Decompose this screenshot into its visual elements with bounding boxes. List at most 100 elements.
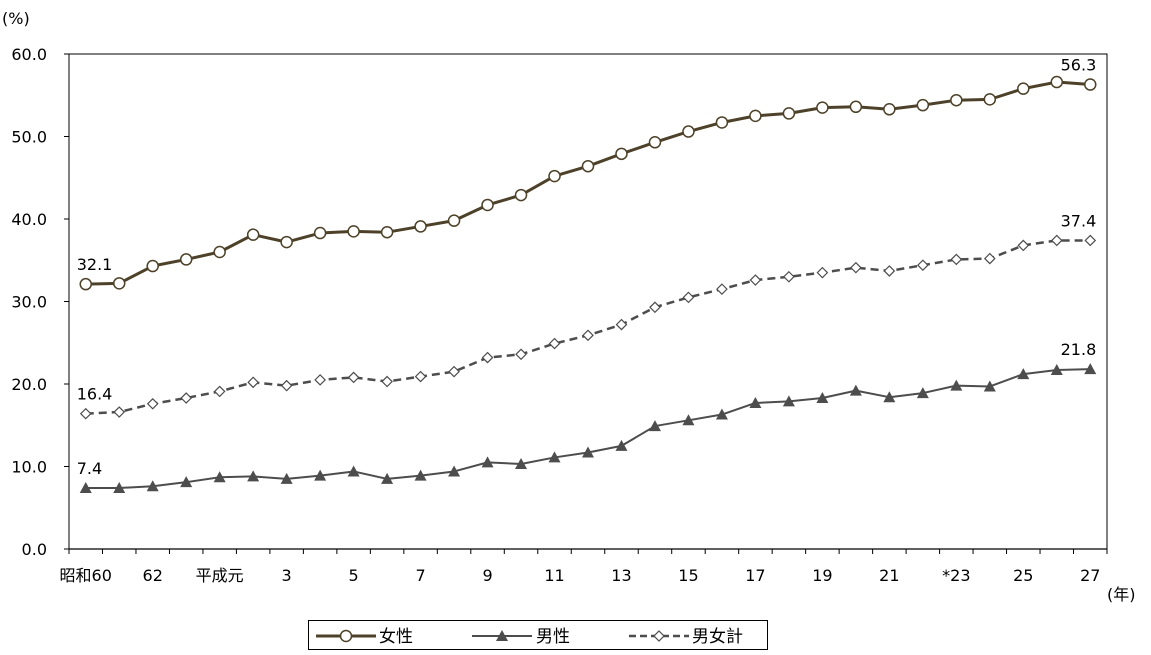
- data-point-female: [849, 100, 863, 114]
- data-point-total: [1050, 234, 1063, 247]
- data-point-female: [715, 116, 729, 129]
- x-tick-label: 9: [482, 566, 492, 585]
- x-tick-label: 21: [879, 566, 899, 585]
- y-tick-label: 30.0: [11, 293, 47, 312]
- data-point-male: [314, 469, 327, 481]
- data-point-female: [983, 93, 997, 106]
- data-point-total: [950, 253, 963, 266]
- data-point-male: [782, 395, 795, 407]
- data-point-female: [682, 125, 695, 138]
- data-point-male: [1084, 363, 1097, 375]
- data-point-female: [615, 147, 628, 161]
- data-point-male: [481, 456, 494, 468]
- data-point-male: [849, 384, 862, 396]
- series-male: [79, 363, 1097, 493]
- y-tick-label: 50.0: [11, 128, 47, 147]
- x-axis-unit-label: (年): [1107, 585, 1136, 604]
- data-point-male: [615, 439, 628, 451]
- data-point-total: [548, 337, 561, 350]
- series-layer: [79, 75, 1097, 493]
- x-tick-label: 19: [812, 566, 832, 585]
- data-point-female: [280, 235, 293, 249]
- x-tick-label: 27: [1080, 566, 1100, 585]
- legend-male-marker-icon: [496, 630, 508, 641]
- data-point-total: [816, 266, 829, 279]
- data-point-total: [883, 265, 896, 277]
- plot-frame: [68, 53, 1108, 550]
- data-point-female: [313, 226, 327, 240]
- data-point-male: [448, 465, 461, 477]
- data-point-male: [548, 451, 561, 463]
- x-tick-labels: 昭和60 62 平成元 3 5 7 9 11 13 15 17 19 21 *23 25 27: [60, 566, 1101, 585]
- x-tick-label: 25: [1013, 566, 1033, 585]
- data-point-male: [381, 472, 394, 484]
- y-tick-labels: 0.0 10.0 20.0 30.0 40.0 50.0 60.0: [11, 45, 47, 559]
- data-label: 7.4: [77, 459, 102, 478]
- data-point-total: [1084, 234, 1097, 247]
- data-point-male: [582, 446, 594, 458]
- x-tick-label: 昭和60: [60, 566, 112, 585]
- data-point-male: [950, 379, 963, 391]
- x-tick-label: 11: [544, 566, 564, 585]
- data-point-male: [146, 480, 159, 492]
- data-point-total: [314, 374, 326, 386]
- data-point-total: [615, 318, 628, 331]
- data-point-total: [983, 252, 996, 265]
- data-point-total: [1017, 239, 1030, 252]
- data-point-total: [850, 261, 862, 274]
- data-point-total: [247, 376, 260, 389]
- data-point-total: [146, 397, 159, 410]
- data-point-total: [414, 370, 427, 383]
- legend-item-total: 男女計: [629, 627, 743, 647]
- series-line-male: [85, 368, 1091, 489]
- data-point-female: [380, 225, 394, 239]
- x-tick-label: 17: [745, 566, 765, 585]
- series-female: [79, 75, 1097, 291]
- data-point-male: [816, 392, 829, 404]
- x-tick-label: 15: [678, 566, 698, 585]
- data-point-total: [448, 365, 460, 378]
- data-point-female: [179, 253, 193, 266]
- data-point-female: [1017, 82, 1030, 95]
- data-point-total: [649, 301, 661, 314]
- data-point-total: [682, 291, 695, 304]
- data-point-total: [481, 351, 494, 364]
- data-point-female: [782, 107, 796, 120]
- data-point-female: [246, 228, 260, 241]
- y-tick-label: 20.0: [11, 375, 47, 394]
- data-label: 56.3: [1061, 56, 1097, 75]
- data-point-male: [414, 469, 427, 481]
- data-point-total: [347, 371, 360, 384]
- series-total: [79, 234, 1097, 420]
- legend-male-label: 男性: [536, 627, 570, 647]
- data-point-female: [447, 214, 461, 227]
- data-point-female: [916, 98, 930, 112]
- data-point-male: [1017, 368, 1030, 380]
- data-point-male: [247, 470, 260, 482]
- data-point-total: [180, 392, 193, 404]
- data-point-male: [983, 380, 996, 392]
- data-label: 37.4: [1061, 211, 1097, 230]
- legend-female-marker-icon: [339, 629, 353, 643]
- y-tick-label: 40.0: [11, 210, 47, 229]
- legend-item-male: 男性: [472, 627, 570, 647]
- data-point-female: [112, 277, 126, 290]
- data-point-male: [280, 472, 293, 484]
- data-point-female: [414, 220, 427, 233]
- data-point-total: [280, 379, 293, 392]
- data-point-male: [749, 396, 762, 408]
- data-point-female: [1050, 75, 1064, 89]
- legend-item-female: 女性: [316, 627, 413, 647]
- data-point-total: [716, 283, 728, 295]
- data-point-male: [682, 414, 695, 426]
- data-point-female: [950, 93, 963, 107]
- data-point-male: [1050, 363, 1063, 375]
- data-point-female: [883, 103, 896, 116]
- legend-total-label: 男女計: [692, 627, 743, 647]
- y-tick-label: 60.0: [11, 45, 47, 64]
- data-point-male: [715, 408, 728, 420]
- data-point-female: [816, 101, 829, 114]
- data-point-female: [548, 169, 561, 183]
- data-point-male: [883, 391, 896, 403]
